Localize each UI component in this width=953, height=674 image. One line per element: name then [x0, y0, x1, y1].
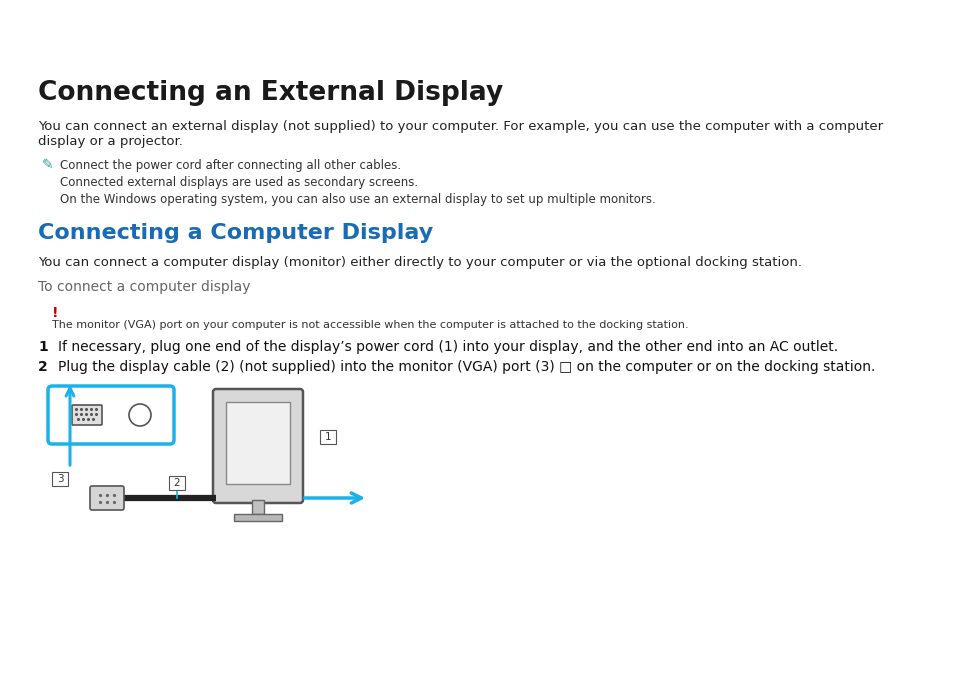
- Text: !: !: [52, 306, 58, 320]
- Text: Connect the power cord after connecting all other cables.: Connect the power cord after connecting …: [60, 159, 400, 172]
- Text: VAIO: VAIO: [18, 15, 93, 43]
- Text: 1: 1: [38, 340, 48, 354]
- Text: The monitor (VGA) port on your computer is not accessible when the computer is a: The monitor (VGA) port on your computer …: [52, 320, 688, 330]
- Bar: [226, 402, 290, 484]
- Text: To connect a computer display: To connect a computer display: [38, 280, 251, 294]
- Bar: [319, 430, 335, 443]
- Text: 2: 2: [38, 360, 48, 374]
- Circle shape: [129, 404, 151, 426]
- Text: Connected external displays are used as secondary screens.: Connected external displays are used as …: [60, 176, 417, 189]
- FancyBboxPatch shape: [90, 486, 124, 510]
- Text: Connecting an External Display: Connecting an External Display: [38, 80, 503, 106]
- Text: display or a projector.: display or a projector.: [38, 135, 183, 148]
- Bar: [252, 500, 264, 514]
- Text: ◄ 89 ►: ◄ 89 ►: [889, 11, 927, 21]
- Text: Connecting a Computer Display: Connecting a Computer Display: [38, 223, 433, 243]
- Bar: [233, 514, 282, 521]
- Text: You can connect a computer display (monitor) either directly to your computer or: You can connect a computer display (moni…: [38, 256, 801, 269]
- FancyBboxPatch shape: [48, 386, 173, 444]
- Text: 2: 2: [173, 478, 180, 488]
- Text: ✎: ✎: [42, 158, 53, 172]
- Text: 3: 3: [56, 474, 63, 484]
- Text: 1: 1: [324, 432, 331, 441]
- Text: If necessary, plug one end of the display’s power cord (1) into your display, an: If necessary, plug one end of the displa…: [58, 340, 838, 354]
- FancyBboxPatch shape: [71, 405, 102, 425]
- FancyBboxPatch shape: [213, 389, 303, 503]
- Bar: [52, 472, 68, 486]
- Text: Plug the display cable (2) (not supplied) into the monitor (VGA) port (3) □ on t: Plug the display cable (2) (not supplied…: [58, 360, 875, 374]
- Bar: [169, 476, 185, 490]
- Text: On the Windows operating system, you can also use an external display to set up : On the Windows operating system, you can…: [60, 193, 655, 206]
- Text: You can connect an external display (not supplied) to your computer. For example: You can connect an external display (not…: [38, 120, 882, 133]
- Text: Using Peripheral Devices: Using Peripheral Devices: [889, 35, 953, 45]
